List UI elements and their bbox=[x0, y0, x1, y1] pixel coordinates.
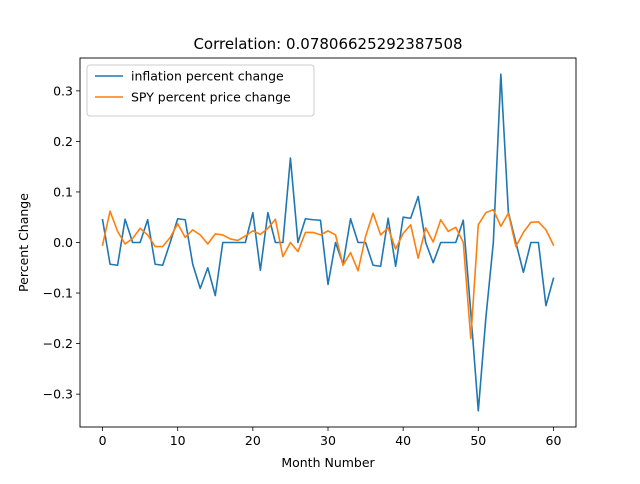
legend-label: inflation percent change bbox=[131, 69, 284, 84]
legend: inflation percent change SPY percent pric… bbox=[86, 64, 315, 117]
x-axis-label: Month Number bbox=[281, 455, 375, 470]
y-tick-label: −0.2 bbox=[43, 336, 73, 351]
x-tick-label: 50 bbox=[470, 433, 486, 448]
series-layer bbox=[101, 73, 555, 412]
x-tick-label: 0 bbox=[99, 433, 107, 448]
y-tick-label: −0.3 bbox=[43, 387, 73, 402]
x-tick-label: 40 bbox=[395, 433, 411, 448]
legend-box bbox=[86, 64, 315, 117]
x-tick-label: 30 bbox=[320, 433, 336, 448]
y-tick-label: −0.1 bbox=[43, 286, 73, 301]
y-axis-label: Percent Change bbox=[16, 193, 31, 292]
x-axis: 0 10 20 30 40 50 60 bbox=[99, 427, 562, 448]
x-tick-label: 10 bbox=[170, 433, 186, 448]
y-tick-label: 0.0 bbox=[53, 235, 73, 250]
y-tick-label: 0.2 bbox=[53, 134, 73, 149]
x-tick-label: 20 bbox=[245, 433, 261, 448]
series-line-1 bbox=[101, 73, 555, 412]
y-tick-label: 0.1 bbox=[53, 184, 73, 199]
legend-label: SPY percent price change bbox=[131, 90, 291, 105]
series-line-2 bbox=[101, 208, 555, 340]
x-tick-label: 60 bbox=[546, 433, 562, 448]
y-tick-label: 0.3 bbox=[53, 83, 73, 98]
y-axis: −0.3 −0.2 −0.1 0.0 0.1 0.2 0.3 bbox=[43, 83, 80, 402]
chart-title: Correlation: 0.07806625292387508 bbox=[193, 35, 462, 53]
